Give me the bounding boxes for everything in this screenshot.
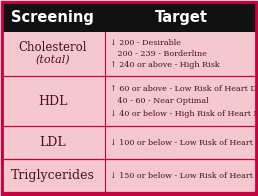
Text: ↓ 150 or below - Low Risk of Heart Disease: ↓ 150 or below - Low Risk of Heart Disea… xyxy=(110,172,258,180)
Bar xyxy=(2,32,256,76)
Text: ↑ 240 or above - High Risk: ↑ 240 or above - High Risk xyxy=(110,61,220,69)
Text: ↓ 40 or below - High Risk of Heart Disease: ↓ 40 or below - High Risk of Heart Disea… xyxy=(110,110,258,117)
Bar xyxy=(2,2,256,32)
Text: ↓ 200 - Desirable: ↓ 200 - Desirable xyxy=(110,39,181,47)
Text: HDL: HDL xyxy=(38,94,67,107)
Text: ↓ 100 or below - Low Risk of Heart Disease: ↓ 100 or below - Low Risk of Heart Disea… xyxy=(110,139,258,146)
Text: Cholesterol: Cholesterol xyxy=(18,41,87,54)
Text: Triglycerides: Triglycerides xyxy=(11,169,94,182)
Text: 40 - 60 - Near Optimal: 40 - 60 - Near Optimal xyxy=(110,97,209,105)
Bar xyxy=(2,126,256,159)
Text: (total): (total) xyxy=(35,55,70,65)
Text: Target: Target xyxy=(155,9,208,24)
Text: LDL: LDL xyxy=(39,136,66,149)
Text: Screening: Screening xyxy=(11,9,94,24)
Text: 200 - 239 - Borderline: 200 - 239 - Borderline xyxy=(110,50,207,58)
Bar xyxy=(2,159,256,192)
Bar xyxy=(2,76,256,126)
Text: ↑ 60 or above - Low Risk of Heart Disease: ↑ 60 or above - Low Risk of Heart Diseas… xyxy=(110,84,258,93)
